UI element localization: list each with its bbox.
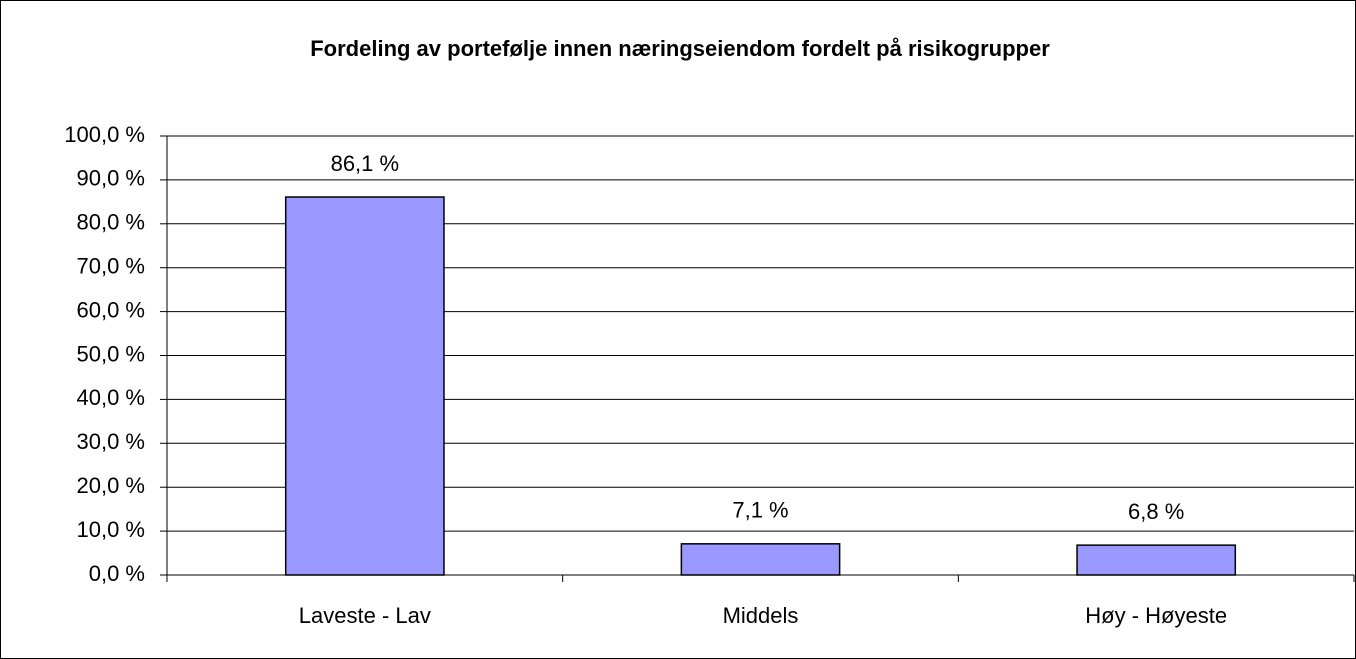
y-tick-label: 10,0 % xyxy=(77,517,146,542)
y-tick-label: 20,0 % xyxy=(77,473,146,498)
y-tick-label: 50,0 % xyxy=(77,341,146,366)
data-label: 6,8 % xyxy=(1128,499,1184,524)
x-tick-label: Laveste - Lav xyxy=(299,603,431,628)
bar xyxy=(284,196,445,576)
y-tick-label: 80,0 % xyxy=(77,210,146,235)
y-tick-label: 0,0 % xyxy=(89,561,145,586)
y-tick-label: 60,0 % xyxy=(77,297,146,322)
data-label: 86,1 % xyxy=(331,151,400,176)
x-tick-label: Middels xyxy=(723,603,799,628)
y-tick-label: 30,0 % xyxy=(77,429,146,454)
x-tick-label: Høy - Høyeste xyxy=(1085,603,1227,628)
y-tick-label: 40,0 % xyxy=(77,385,146,410)
bar xyxy=(680,543,841,576)
bar xyxy=(1076,544,1237,576)
y-tick-label: 70,0 % xyxy=(77,254,146,279)
y-tick-label: 90,0 % xyxy=(77,166,146,191)
chart-title: Fordeling av portefølje innen næringseie… xyxy=(310,36,1050,61)
y-tick-label: 100,0 % xyxy=(64,122,145,147)
data-label: 7,1 % xyxy=(732,498,788,523)
